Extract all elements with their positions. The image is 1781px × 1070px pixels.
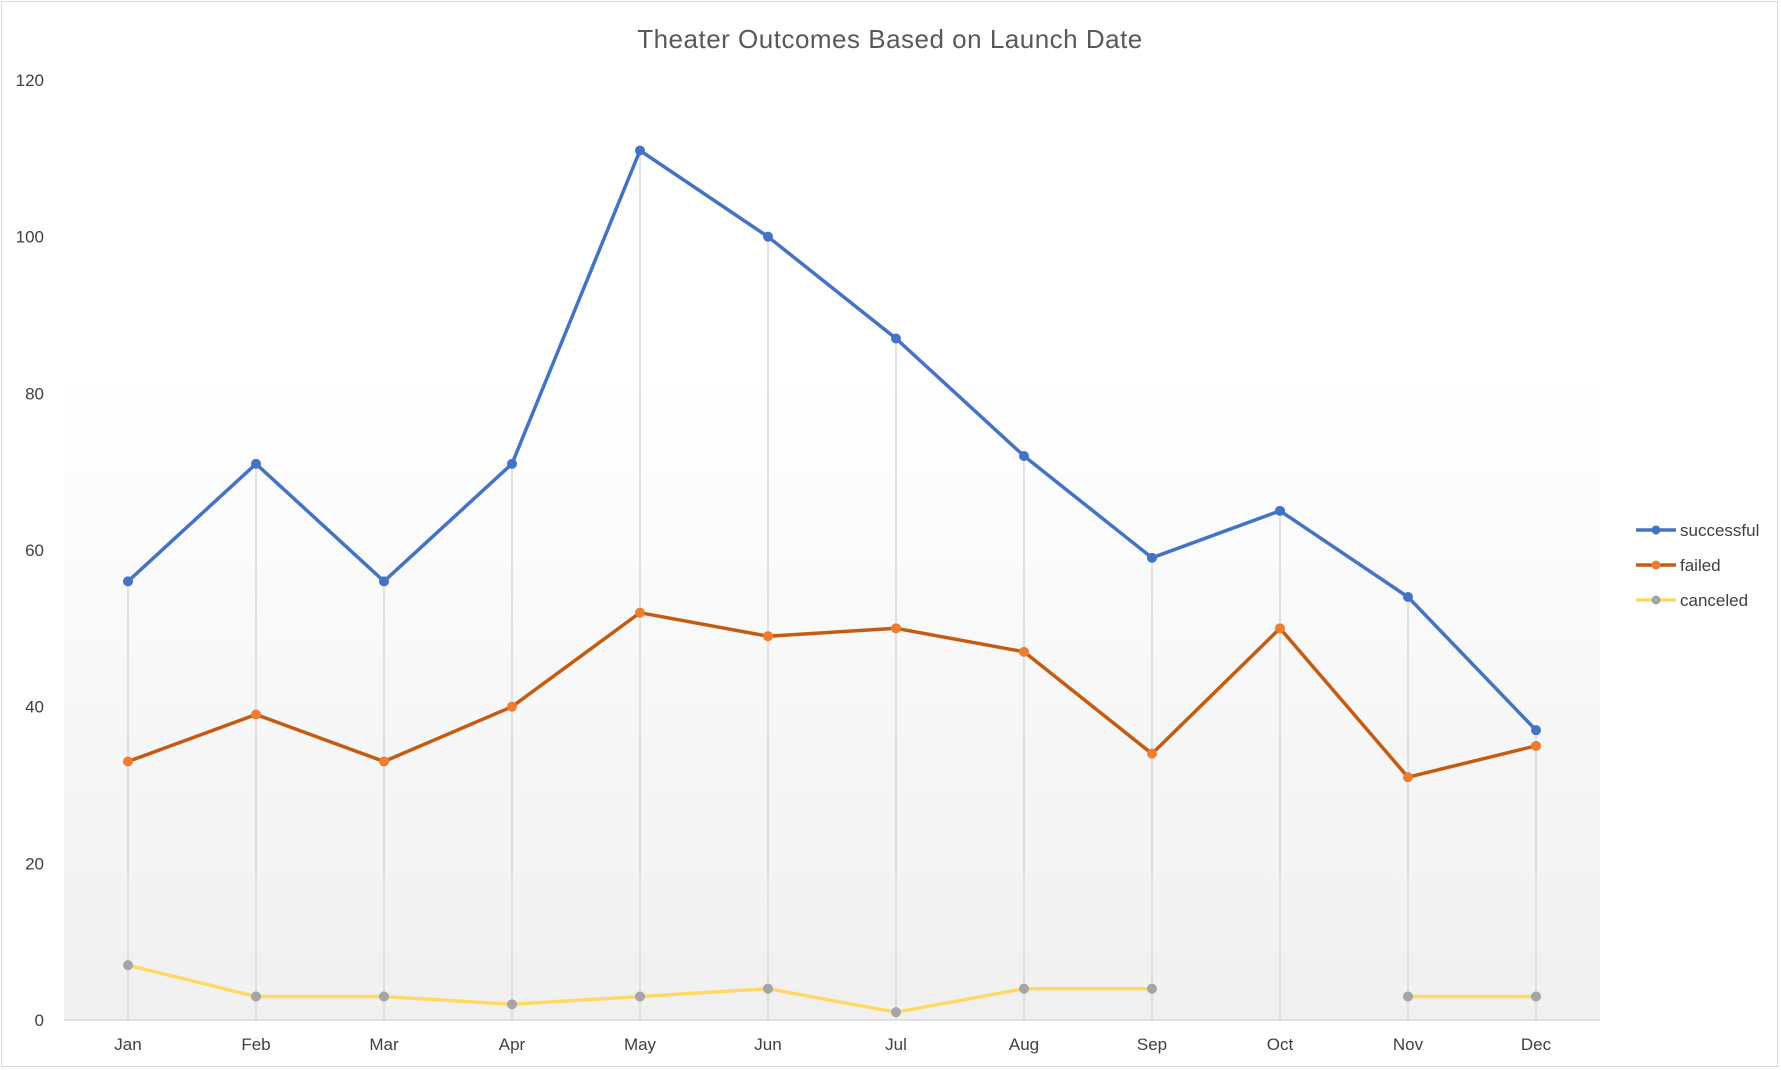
data-point-failed — [251, 709, 261, 720]
y-axis-tick-labels: 0 20 40 60 80 100 120 — [16, 71, 44, 1030]
data-point-failed — [507, 701, 517, 712]
data-point-canceled — [1531, 991, 1541, 1002]
data-point-failed — [891, 623, 901, 634]
data-point-successful — [507, 458, 517, 469]
x-tick-label: Oct — [1267, 1035, 1294, 1054]
chart-title: Theater Outcomes Based on Launch Date — [637, 24, 1143, 54]
legend-marker-canceled — [1651, 595, 1661, 605]
x-tick-label: Jun — [754, 1035, 781, 1054]
data-point-canceled — [1019, 983, 1029, 994]
legend: successful failed canceled — [1636, 521, 1759, 610]
data-point-failed — [635, 607, 645, 618]
x-tick-label: Feb — [241, 1035, 270, 1054]
legend-label-failed: failed — [1680, 556, 1721, 575]
data-point-canceled — [1147, 983, 1157, 994]
data-point-successful — [251, 458, 261, 469]
y-tick-label: 20 — [25, 854, 44, 873]
legend-label-canceled: canceled — [1680, 591, 1748, 610]
y-tick-label: 100 — [16, 228, 44, 247]
legend-label-successful: successful — [1680, 521, 1759, 540]
y-tick-label: 60 — [25, 541, 44, 560]
data-point-failed — [123, 756, 133, 767]
y-tick-label: 120 — [16, 71, 44, 90]
x-tick-label: Apr — [499, 1035, 526, 1054]
y-tick-label: 0 — [35, 1011, 44, 1030]
data-point-canceled — [1403, 991, 1413, 1002]
y-tick-label: 80 — [25, 384, 44, 403]
data-point-failed — [1275, 623, 1285, 634]
data-point-successful — [1275, 505, 1285, 516]
data-point-successful — [763, 231, 773, 242]
data-point-successful — [379, 576, 389, 587]
data-point-failed — [1403, 772, 1413, 783]
data-point-failed — [379, 756, 389, 767]
legend-marker-successful — [1651, 525, 1661, 535]
x-tick-label: Mar — [369, 1035, 399, 1054]
series-markers — [123, 145, 1541, 1018]
data-point-failed — [1531, 740, 1541, 751]
data-point-canceled — [507, 999, 517, 1010]
x-tick-label: May — [624, 1035, 657, 1054]
data-point-canceled — [123, 960, 133, 971]
data-point-failed — [1147, 748, 1157, 759]
data-point-successful — [1019, 451, 1029, 461]
x-tick-label: Sep — [1137, 1035, 1167, 1054]
x-axis-tick-labels: Jan Feb Mar Apr May Jun Jul Aug Sep Oct Nov Dec — [114, 1035, 1551, 1054]
data-point-canceled — [379, 991, 389, 1002]
x-tick-label: Jan — [114, 1035, 141, 1054]
plot-area-background — [64, 372, 1600, 1020]
y-tick-label: 40 — [25, 698, 44, 717]
x-tick-label: Jul — [885, 1035, 907, 1054]
data-point-successful — [1147, 552, 1157, 563]
data-point-canceled — [251, 991, 261, 1002]
data-point-canceled — [763, 983, 773, 994]
data-point-canceled — [891, 1007, 901, 1018]
data-point-failed — [763, 631, 773, 642]
x-tick-label: Nov — [1393, 1035, 1424, 1054]
x-tick-label: Aug — [1009, 1035, 1039, 1054]
data-point-successful — [891, 333, 901, 344]
data-point-successful — [1403, 592, 1413, 602]
drop-lines — [127, 150, 1537, 1020]
x-tick-label: Dec — [1521, 1035, 1552, 1054]
data-point-successful — [123, 576, 133, 587]
series-line-failed — [126, 610, 1538, 779]
data-point-canceled — [635, 991, 645, 1002]
data-point-failed — [1019, 646, 1029, 657]
data-point-successful — [1531, 725, 1541, 736]
legend-marker-failed — [1651, 560, 1661, 570]
data-point-successful — [635, 145, 645, 156]
series-line-successful — [126, 148, 1538, 732]
